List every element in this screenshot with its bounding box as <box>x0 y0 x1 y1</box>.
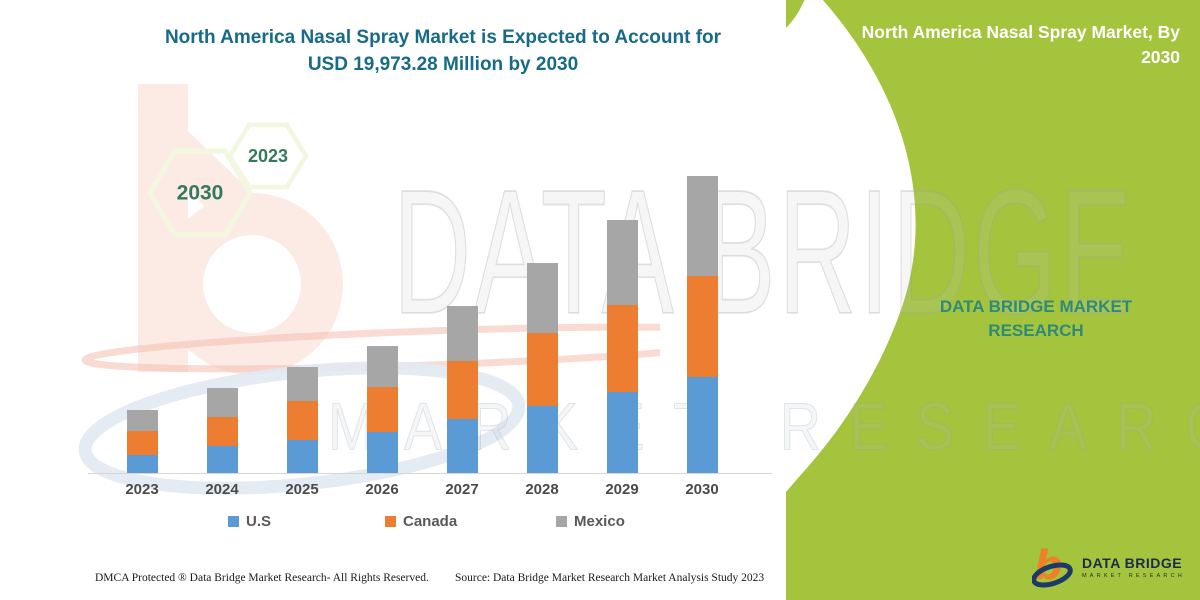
sidebar-heading: North America Nasal Spray Market, By 203… <box>861 22 1180 67</box>
stacked-bar-2028 <box>526 262 558 473</box>
x-axis-label-2028: 2028 <box>525 481 559 498</box>
x-axis-label-2026: 2026 <box>365 481 399 498</box>
hexagon-2030-label: 2030 <box>177 182 224 205</box>
bar-segment-canada-2030 <box>686 275 718 377</box>
x-axis-label-2024: 2024 <box>205 481 239 498</box>
bar-column <box>422 176 502 473</box>
bar-segment-us-2028 <box>526 405 558 473</box>
bar-segment-mexico-2028 <box>526 262 558 333</box>
stacked-bar-2025 <box>286 366 318 473</box>
bar-column <box>502 176 582 473</box>
bar-column <box>662 176 742 473</box>
hexagon-2023-icon <box>227 122 309 190</box>
watermark-b-logo <box>78 84 660 495</box>
legend-item-us: U.S <box>228 513 271 530</box>
stacked-bar-2029 <box>606 220 638 473</box>
x-axis-label-2029: 2029 <box>605 481 639 498</box>
legend-swatch-icon <box>556 516 567 527</box>
bar-segment-mexico-2029 <box>606 220 638 305</box>
hexagon-badges: 2030 2023 <box>147 122 309 238</box>
bar-segment-us-2026 <box>366 432 398 473</box>
hexagon-2030-icon <box>147 148 253 238</box>
sidebar-panel <box>786 0 1200 600</box>
legend-swatch-icon <box>228 516 239 527</box>
bar-column <box>582 176 662 473</box>
chart-title-line1: North America Nasal Spray Market is Expe… <box>164 27 722 48</box>
bar-segment-canada-2023 <box>126 431 158 455</box>
bar-segment-us-2029 <box>606 391 638 473</box>
bar-segment-mexico-2024 <box>206 388 238 418</box>
bar-column <box>102 176 182 473</box>
stacked-bar-2023 <box>126 410 158 473</box>
bar-segment-us-2027 <box>446 419 478 473</box>
legend-label: U.S <box>246 513 272 530</box>
stacked-bar-2027 <box>446 305 478 473</box>
x-axis-line <box>88 473 772 474</box>
bar-segment-canada-2026 <box>366 387 398 433</box>
stacked-bar-2030 <box>686 176 718 473</box>
bar-segment-mexico-2025 <box>286 366 318 402</box>
bar-segment-us-2023 <box>126 454 158 473</box>
bar-segment-us-2030 <box>686 376 718 473</box>
hexagon-2023-label: 2023 <box>248 146 288 166</box>
x-axis-label-2030: 2030 <box>685 481 719 498</box>
legend-item-canada: Canada <box>385 513 457 530</box>
legend: U.S Canada Mexico <box>0 513 760 533</box>
bar-segment-mexico-2027 <box>446 305 478 361</box>
watermark-b-bowl <box>161 193 343 375</box>
footer-dmca-text: DMCA Protected ® Data Bridge Market Rese… <box>95 572 429 584</box>
x-axis-labels: 2023 2024 2025 2026 2027 2028 2029 2030 <box>102 481 742 498</box>
stacked-bar-2024 <box>206 388 238 473</box>
x-axis-label-2023: 2023 <box>125 481 159 498</box>
x-axis-label-2027: 2027 <box>445 481 479 498</box>
footer-source-text: Source: Data Bridge Market Research Mark… <box>455 572 765 584</box>
legend-label: Mexico <box>574 513 625 530</box>
legend-item-mexico: Mexico <box>556 513 625 530</box>
bar-segment-canada-2027 <box>446 360 478 420</box>
bar-segment-mexico-2023 <box>126 410 158 432</box>
x-axis-label-2025: 2025 <box>285 481 319 498</box>
sidebar-crescent-shape <box>786 0 916 492</box>
bar-segment-canada-2029 <box>606 304 638 392</box>
chart-title: North America Nasal Spray Market is Expe… <box>143 24 743 78</box>
bar-column <box>182 176 262 473</box>
bar-segment-mexico-2030 <box>686 176 718 276</box>
bar-segment-canada-2025 <box>286 401 318 440</box>
legend-swatch-icon <box>385 516 396 527</box>
bar-column <box>262 176 342 473</box>
bar-segment-us-2024 <box>206 446 238 473</box>
bar-column <box>342 176 422 473</box>
bars-area <box>102 176 742 473</box>
bar-segment-canada-2024 <box>206 417 238 447</box>
legend-label: Canada <box>403 513 458 530</box>
bar-segment-mexico-2026 <box>366 345 398 388</box>
stacked-bar-2026 <box>366 345 398 473</box>
chart-title-line2: USD 19,973.28 Million by 2030 <box>307 54 579 75</box>
bar-segment-us-2025 <box>286 439 318 473</box>
bar-segment-canada-2028 <box>526 332 558 406</box>
